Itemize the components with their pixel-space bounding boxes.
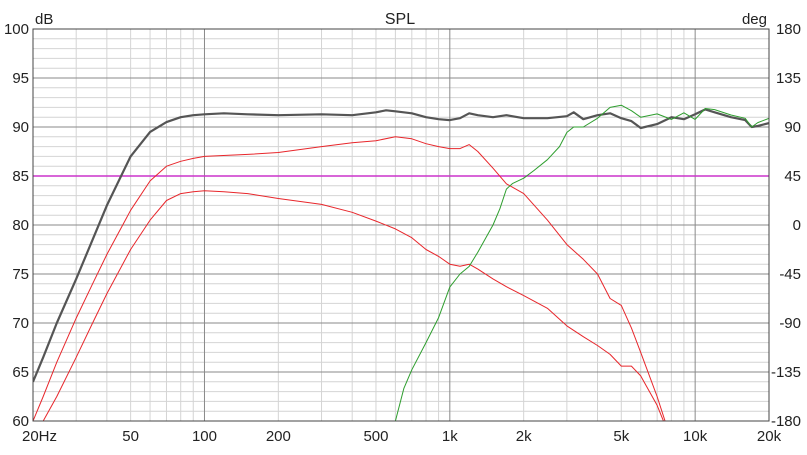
- y-right-tick-label: 45: [784, 168, 801, 185]
- y-right-tick-label: -180: [771, 413, 801, 430]
- series-driver_a: [33, 136, 666, 421]
- y-right-tick-label: 180: [776, 21, 801, 38]
- series-total: [33, 108, 769, 383]
- series-phase: [394, 104, 769, 421]
- y-right-tick-label: 90: [784, 119, 801, 136]
- y-left-tick-label: 85: [12, 168, 29, 185]
- chart-title: SPL: [385, 11, 415, 28]
- x-tick-label: 2k: [516, 428, 532, 445]
- y-left-tick-label: 60: [12, 413, 29, 430]
- y-left-tick-label: 95: [12, 70, 29, 87]
- y-left-tick-label: 100: [4, 21, 29, 38]
- x-tick-label: 1k: [442, 428, 458, 445]
- y-left-tick-label: 75: [12, 266, 29, 283]
- x-tick-label: 10k: [683, 428, 708, 445]
- y-left-tick-label: 70: [12, 315, 29, 332]
- series-layer: [33, 104, 769, 421]
- x-tick-label: 100: [192, 428, 217, 445]
- grid: [32, 28, 770, 422]
- x-tick-label: 500: [363, 428, 388, 445]
- x-tick-label: 50: [122, 428, 139, 445]
- plot-frame: [32, 28, 770, 422]
- y-right-tick-label: 0: [793, 217, 801, 234]
- y-right-tick-label: -90: [779, 315, 801, 332]
- y-left-tick-label: 90: [12, 119, 29, 136]
- x-tick-label: 5k: [613, 428, 629, 445]
- x-tick-label: 20Hz: [22, 428, 57, 445]
- y-right-tick-label: 135: [776, 70, 801, 87]
- x-tick-label: 200: [266, 428, 291, 445]
- y-left-tick-label: 65: [12, 364, 29, 381]
- y-right-tick-label: -45: [779, 266, 801, 283]
- right-axis-unit: deg: [742, 11, 767, 28]
- y-right-tick-label: -135: [771, 364, 801, 381]
- y-left-tick-label: 80: [12, 217, 29, 234]
- x-tick-label: 20k: [757, 428, 782, 445]
- series-driver_b: [42, 190, 664, 421]
- tick-labels: 20Hz 50 100 200 500 1k 2k 5k 10k 20k 60 65 70 75 80 85 9…: [4, 21, 801, 445]
- left-axis-unit: dB: [35, 11, 53, 28]
